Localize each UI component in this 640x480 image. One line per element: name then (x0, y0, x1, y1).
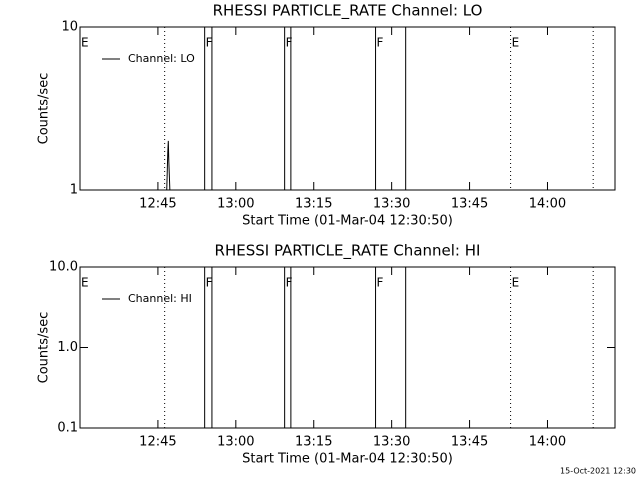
data-line (166, 140, 171, 190)
x-axis-label: Start Time (01-Mar-04 12:30:50) (242, 214, 453, 229)
legend-label: Channel: HI (128, 292, 192, 305)
chart-title: RHESSI PARTICLE_RATE Channel: HI (215, 242, 481, 261)
x-tick-label: 13:30 (373, 435, 410, 450)
flag-label: F (206, 36, 213, 50)
flag-label: E (512, 276, 520, 290)
x-tick-label: 13:45 (451, 435, 488, 450)
x-tick-label: 13:15 (295, 435, 332, 450)
x-tick-label: 13:15 (295, 197, 332, 212)
x-axis-label: Start Time (01-Mar-04 12:30:50) (242, 452, 453, 467)
flag-label: E (81, 276, 89, 290)
y-axis-label: Counts/sec (37, 73, 52, 145)
x-tick-label: 13:45 (451, 197, 488, 212)
plot-frame (79, 26, 616, 191)
x-tick-label: 12:45 (139, 435, 176, 450)
flag-label: F (377, 36, 384, 50)
y-tick-label: 10.0 (49, 260, 78, 275)
x-tick-label: 14:00 (529, 435, 566, 450)
x-tick-label: 13:00 (217, 197, 254, 212)
flag-label: F (286, 36, 293, 50)
y-axis-label: Counts/sec (37, 312, 52, 384)
y-tick-label: 1.0 (57, 340, 78, 355)
flag-label: E (512, 36, 520, 50)
flag-label: F (377, 276, 384, 290)
footer: 15-Oct-2021 12:30 (560, 467, 636, 476)
x-tick-label: 13:00 (217, 435, 254, 450)
y-tick-label: 1 (70, 183, 78, 198)
flag-label: E (81, 36, 89, 50)
y-tick-label: 0.1 (57, 421, 78, 436)
x-tick-label: 13:30 (373, 197, 410, 212)
flag-label: F (206, 276, 213, 290)
x-tick-label: 14:00 (529, 197, 566, 212)
legend-label: Channel: LO (128, 52, 195, 65)
flag-label: F (286, 276, 293, 290)
y-tick-label: 10 (61, 20, 78, 35)
x-tick-label: 12:45 (139, 197, 176, 212)
chart-title: RHESSI PARTICLE_RATE Channel: LO (213, 2, 483, 21)
